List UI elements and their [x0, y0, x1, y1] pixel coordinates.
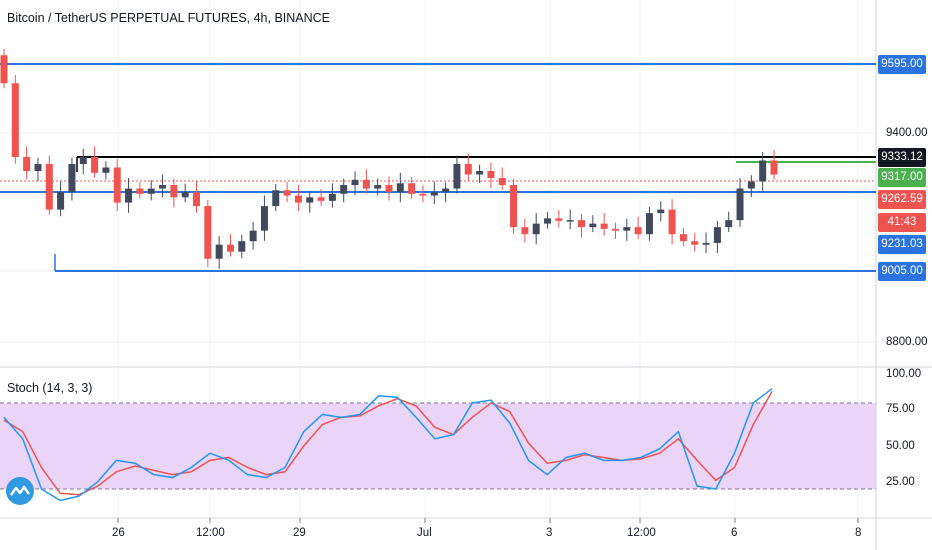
candle-body — [555, 218, 563, 221]
candle-body — [57, 192, 65, 210]
candle-body — [476, 171, 484, 175]
candle-body — [736, 188, 744, 221]
candle-body — [249, 230, 257, 242]
candle-body — [272, 190, 280, 207]
candle-body — [125, 188, 133, 203]
candle-body — [679, 234, 687, 242]
price-label-green: 9317.00 — [878, 168, 926, 187]
candle-body — [419, 193, 427, 196]
candle-body — [770, 160, 778, 175]
candle-body — [215, 244, 223, 259]
price-label-9005: 9005.00 — [878, 262, 926, 281]
price-label-9231: 9231.03 — [878, 235, 926, 254]
candle-body — [442, 188, 450, 193]
stoch-d-line — [3, 391, 773, 496]
candle-body — [113, 167, 121, 203]
candle-body — [306, 197, 314, 203]
price-label-current: 9262.59 — [878, 190, 926, 209]
candle-body — [68, 163, 76, 193]
candle-body — [79, 156, 87, 164]
candle-body — [453, 163, 461, 189]
candle-body — [11, 83, 19, 157]
price-label-resistance: 9333.12 — [878, 148, 926, 167]
candle-body — [691, 241, 699, 245]
candle-body — [159, 185, 167, 189]
candle-body — [657, 209, 665, 214]
candle-body — [544, 218, 552, 224]
stoch-tick-75: 75.00 — [886, 403, 915, 415]
candle-body — [34, 163, 42, 172]
candle-body — [487, 171, 495, 179]
candle-body — [600, 223, 608, 229]
candle-body — [91, 156, 99, 173]
candle-body — [725, 220, 733, 228]
candle-body — [668, 209, 676, 235]
time-tick-1200a: 12:00 — [196, 527, 225, 539]
candle-body — [283, 190, 291, 196]
candle-body — [498, 178, 506, 186]
time-tick-jul: Jul — [417, 527, 432, 539]
candle-body — [430, 192, 438, 196]
candle-body — [611, 228, 619, 231]
candle-body — [0, 55, 8, 84]
candle-body — [374, 185, 382, 189]
price-tick-9400: 9400.00 — [886, 127, 928, 139]
bar-countdown-label: 41:43 — [878, 213, 926, 232]
candle-body — [170, 185, 178, 198]
candle-body — [645, 213, 653, 235]
time-axis — [117, 518, 859, 523]
time-tick-6: 6 — [731, 527, 738, 539]
stoch-band — [0, 403, 876, 489]
candle-body — [385, 185, 393, 193]
candle-body — [464, 163, 472, 175]
candle-body — [317, 197, 325, 201]
candle-body — [294, 195, 302, 203]
stoch-tick-100: 100.00 — [886, 368, 922, 380]
stoch-k-line — [3, 388, 773, 502]
candle-body — [623, 227, 631, 231]
candle-body — [713, 227, 721, 243]
chart-title: Bitcoin / TetherUS PERPETUAL FUTURES, 4h… — [7, 11, 331, 25]
candle-body — [396, 183, 404, 193]
candle-body — [510, 185, 518, 228]
candle-body — [340, 185, 348, 194]
candle-body — [102, 167, 110, 173]
candle-body — [23, 156, 31, 172]
price-tick-8800: 8800.00 — [886, 336, 928, 348]
price-label-9595: 9595.00 — [878, 55, 926, 74]
candle-body — [226, 244, 234, 252]
time-tick-8: 8 — [855, 527, 862, 539]
candle-body — [521, 227, 529, 235]
candle-body — [566, 220, 574, 222]
candle-body — [747, 181, 755, 189]
time-tick-3: 3 — [546, 527, 553, 539]
candle-body — [136, 188, 144, 194]
candle-body — [532, 223, 540, 235]
candle-body — [634, 227, 642, 235]
candle-body — [702, 242, 710, 245]
candle-body — [759, 160, 767, 182]
candle-body — [260, 206, 268, 231]
candle-body — [181, 192, 189, 198]
candle-body — [351, 179, 359, 186]
time-tick-29: 29 — [293, 527, 306, 539]
candle-body — [204, 206, 212, 259]
stoch-indicator-label[interactable]: Stoch (14, 3, 3) — [7, 381, 93, 395]
candle-body — [328, 193, 336, 201]
candle-body — [578, 220, 585, 228]
candle-body — [193, 192, 200, 207]
tradingview-logo-icon — [6, 477, 34, 505]
candle-body — [238, 241, 246, 252]
stoch-tick-25: 25.00 — [886, 476, 915, 488]
candle-body — [45, 163, 53, 210]
candlestick-series — [0, 48, 778, 269]
candle-body — [408, 183, 416, 194]
time-tick-26: 26 — [112, 527, 125, 539]
candle-body — [362, 179, 370, 189]
candle-body — [589, 223, 597, 228]
stoch-tick-50: 50.00 — [886, 440, 915, 452]
candle-body — [147, 188, 155, 194]
time-tick-1200b: 12:00 — [627, 527, 656, 539]
